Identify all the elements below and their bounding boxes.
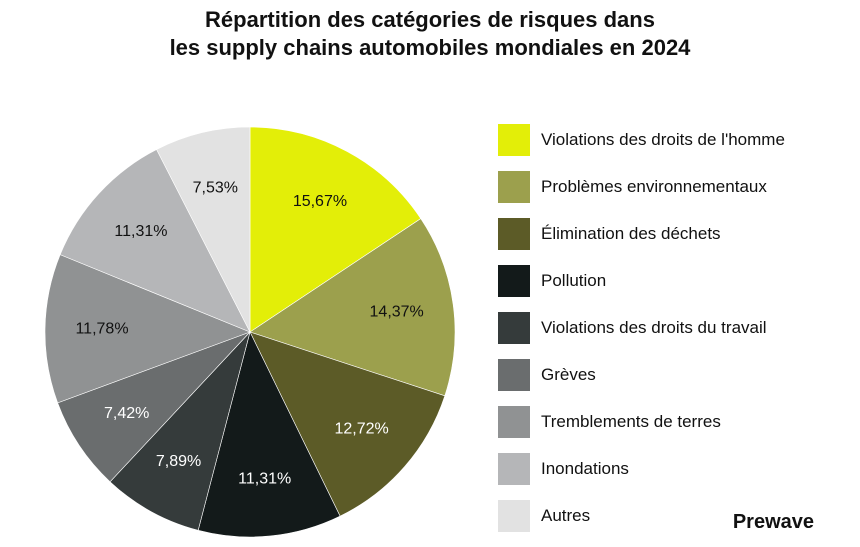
legend-swatch xyxy=(498,500,530,532)
legend-label: Violations des droits de l'homme xyxy=(541,130,785,149)
legend-swatch xyxy=(498,265,530,297)
legend-item: Violations des droits de l'homme xyxy=(498,124,785,156)
legend-label: Pollution xyxy=(541,271,607,290)
pie-slice-9 xyxy=(156,126,251,333)
legend-item: Violations des droits du travail xyxy=(498,312,785,344)
legend-swatch xyxy=(498,218,530,250)
legend-swatch xyxy=(498,359,530,391)
slice-value-label-8: 11,31% xyxy=(114,223,167,240)
legend-label: Inondations xyxy=(541,459,629,478)
chart-title-line-1: Répartition des catégories de risques da… xyxy=(205,7,655,32)
pie-slice-6 xyxy=(57,331,251,483)
legend-label: Autres xyxy=(541,506,591,525)
legend-label: Tremblements de terres xyxy=(541,412,721,431)
pie-chart: 15,67% 14,37% 12,72% 11,31% 7,89% 7,42% 11,78%… xyxy=(44,126,456,538)
slice-value-label-2: 14,37% xyxy=(370,303,424,320)
legend: Violations des droits de l'homme Problème… xyxy=(498,124,785,547)
legend-swatch xyxy=(498,171,530,203)
pie-slice-8 xyxy=(59,149,251,333)
legend-swatch xyxy=(498,453,530,485)
legend-item: Inondations xyxy=(498,453,785,485)
pie-slice-3 xyxy=(249,331,446,517)
pie-slice-1 xyxy=(249,126,422,333)
legend-item: Pollution xyxy=(498,265,785,297)
legend-item: Élimination des déchets xyxy=(498,218,785,250)
slice-value-label-9: 7,53% xyxy=(193,179,238,196)
legend-item: Problèmes environnementaux xyxy=(498,171,785,203)
legend-item: Grèves xyxy=(498,359,785,391)
prewave-logo: Prewave xyxy=(732,511,814,533)
legend-swatch xyxy=(498,406,530,438)
legend-item: Tremblements de terres xyxy=(498,406,785,438)
legend-swatch xyxy=(498,312,530,344)
legend-label: Élimination des déchets xyxy=(541,224,721,243)
legend-label: Violations des droits du travail xyxy=(541,318,767,337)
pie-slice-2 xyxy=(249,218,456,397)
pie-slice-5 xyxy=(109,331,251,531)
slice-value-label-5: 7,89% xyxy=(156,453,201,470)
chart-title-line-2: les supply chains automobiles mondiales … xyxy=(169,35,691,60)
legend-label: Grèves xyxy=(541,365,596,384)
legend-swatch xyxy=(498,124,530,156)
pie-slice-4 xyxy=(197,331,341,538)
slice-value-label-1: 15,67% xyxy=(293,193,347,210)
pie-slice-7 xyxy=(44,254,251,404)
chart-title: Répartition des catégories de risques da… xyxy=(0,6,860,62)
slice-value-label-6: 7,42% xyxy=(104,405,149,422)
legend-item: Autres xyxy=(498,500,785,532)
slice-value-label-4: 11,31% xyxy=(238,470,291,487)
slice-value-label-3: 12,72% xyxy=(334,420,388,437)
legend-label: Problèmes environnementaux xyxy=(541,177,767,196)
slice-value-label-7: 11,78% xyxy=(75,321,128,338)
